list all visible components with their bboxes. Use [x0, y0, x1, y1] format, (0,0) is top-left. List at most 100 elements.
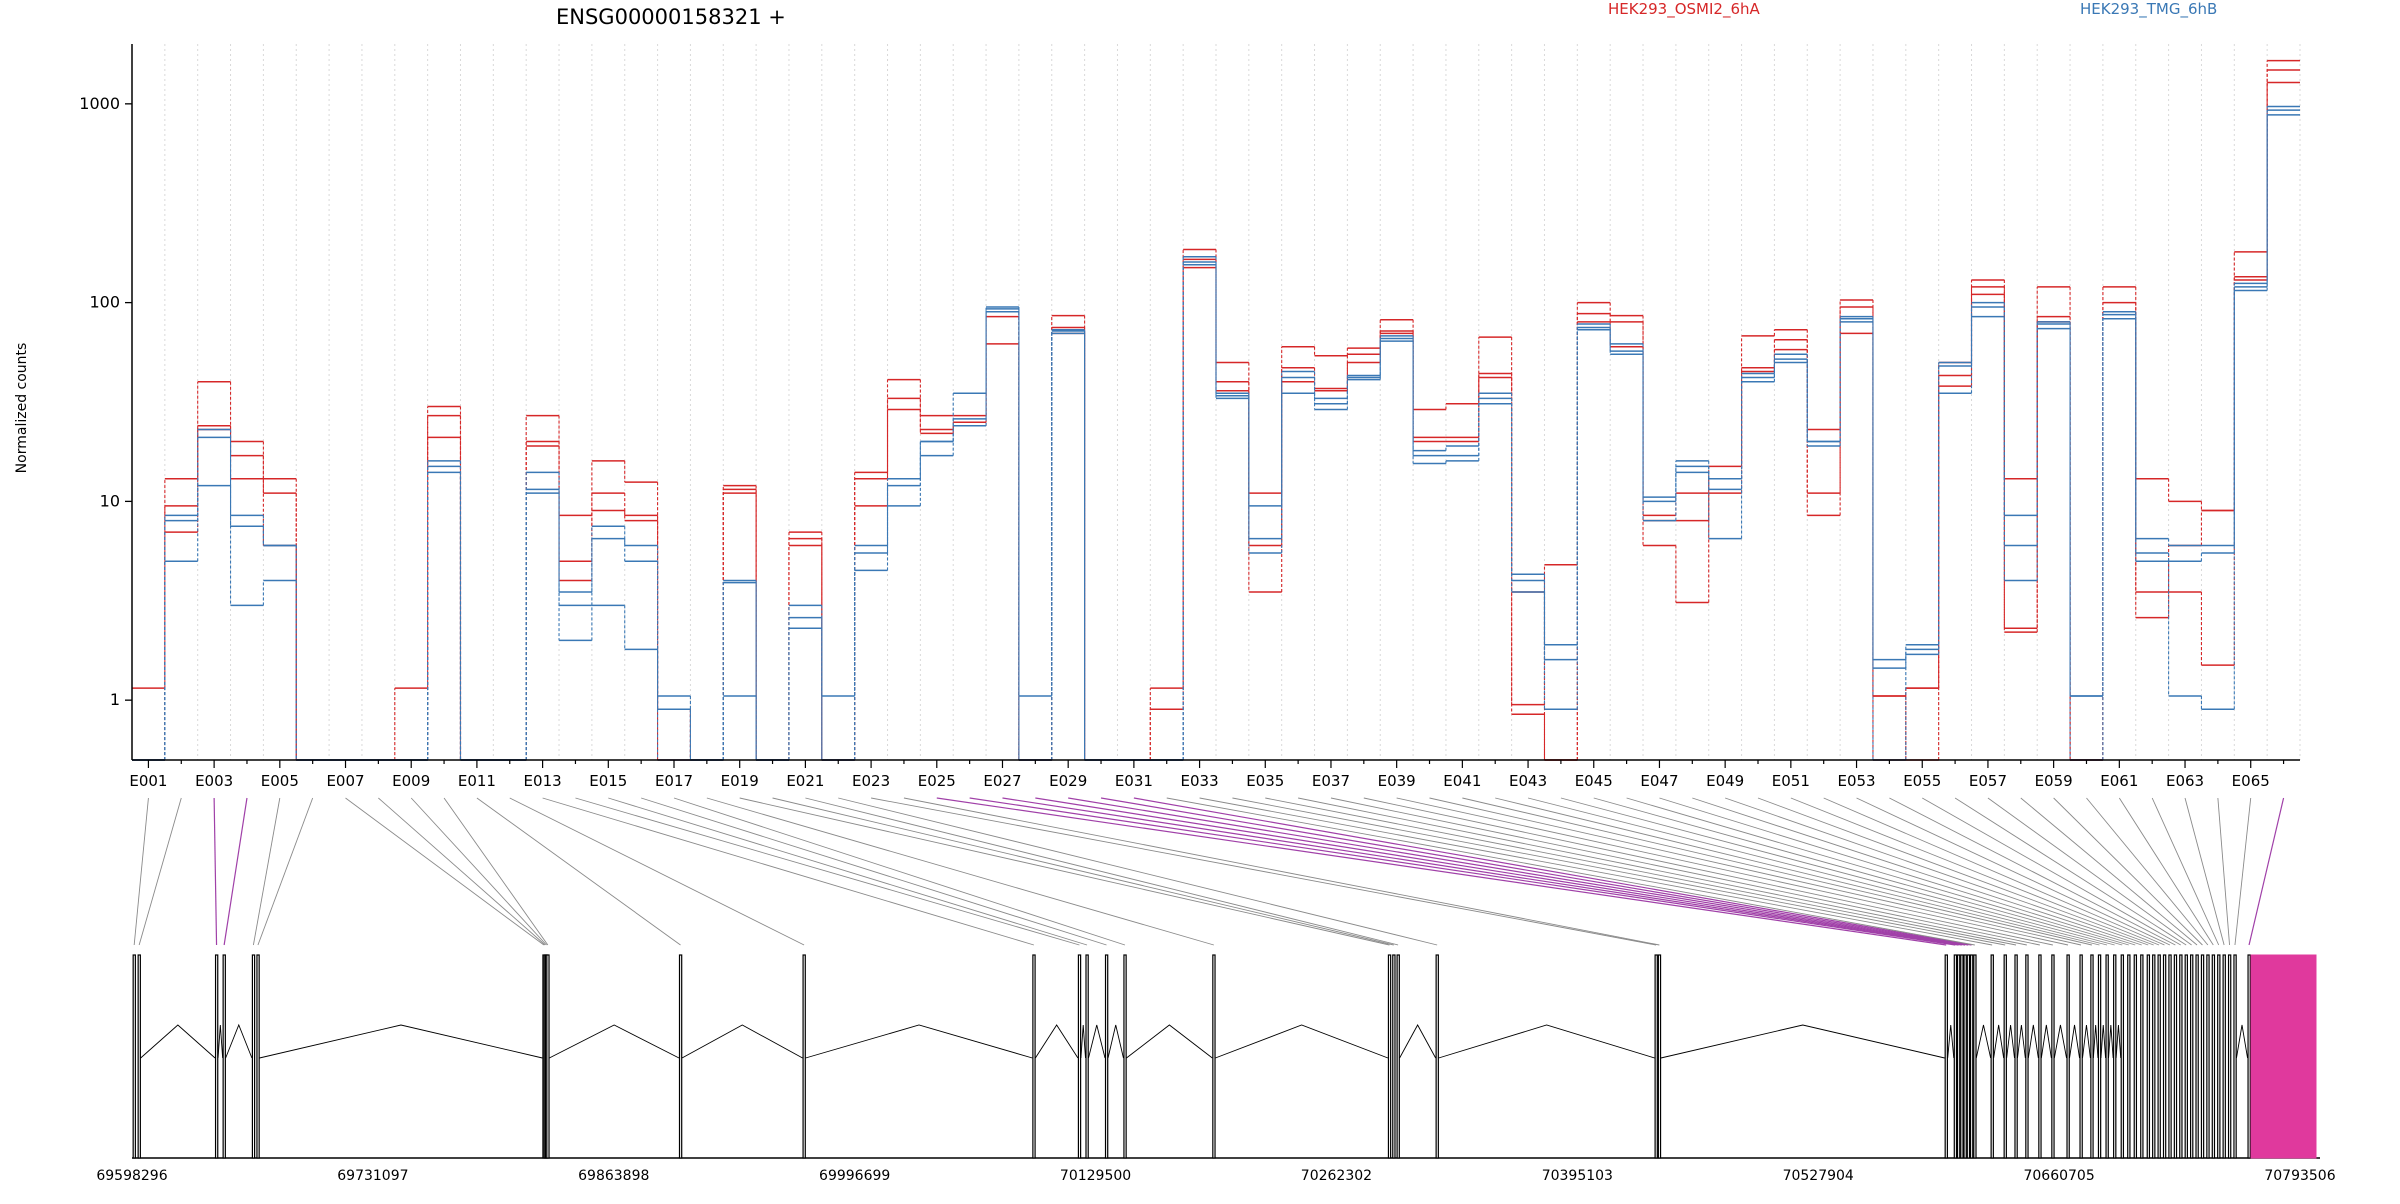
legend-entry-tmg: HEK293_TMG_6hB — [2080, 0, 2217, 19]
exon-box — [2217, 954, 2221, 1159]
exon-box — [2140, 954, 2144, 1159]
exon-connector — [1856, 797, 2171, 946]
exon-connector — [2118, 797, 2214, 946]
x-tick-label: E003 — [195, 772, 233, 790]
highlighted-exon — [2250, 954, 2317, 1159]
exon-box — [2173, 954, 2178, 1159]
exon-connector — [1954, 797, 2187, 946]
exon-box — [2014, 954, 2018, 1159]
intron-line — [1107, 1024, 1124, 1059]
x-tick-label: E001 — [129, 772, 167, 790]
y-tick-label: 1000 — [79, 94, 120, 113]
x-tick-label: E025 — [918, 772, 956, 790]
exon-box — [2222, 954, 2226, 1159]
exon-box — [1966, 954, 1971, 1159]
x-tick-label: E051 — [1772, 772, 1810, 790]
genomic-tick-label: 70527904 — [1783, 1168, 1854, 1184]
x-tick-label: E035 — [1246, 772, 1284, 790]
intron-line — [1660, 1024, 1945, 1059]
exon-connector — [1396, 797, 2069, 946]
intron-line — [681, 1024, 803, 1059]
intron-line — [2017, 1024, 2026, 1059]
exon-box — [1960, 954, 1964, 1159]
exon-connector — [805, 797, 1399, 946]
genomic-tick-label: 69863898 — [578, 1168, 649, 1184]
exon-connector — [673, 797, 1126, 946]
exon-box — [2157, 954, 2161, 1159]
intron-line — [1126, 1024, 1213, 1059]
exon-box — [1969, 954, 1974, 1159]
exon-box — [1387, 954, 1392, 1159]
intron-line — [2040, 1024, 2052, 1059]
exon-connector — [252, 797, 281, 946]
exon-connector — [476, 797, 681, 946]
exon-box — [2120, 954, 2125, 1159]
exon-connector — [2217, 797, 2230, 946]
exon-box — [2038, 954, 2042, 1159]
exon-connector — [2053, 797, 2203, 946]
genomic-tick-label: 70793506 — [2264, 1168, 2335, 1184]
intron-line — [805, 1024, 1033, 1059]
intron-line — [549, 1024, 680, 1059]
exon-box — [2247, 954, 2251, 1159]
exon-connector — [1495, 797, 2100, 946]
exon-connector — [1035, 797, 1962, 946]
exon-box — [1032, 954, 1036, 1159]
exon-box — [1435, 954, 1439, 1159]
exon-connector — [1199, 797, 1993, 946]
exon-box — [1396, 954, 1400, 1159]
y-tick-label: 10 — [100, 491, 120, 510]
exon-box — [1654, 954, 1658, 1159]
x-tick-label: E021 — [786, 772, 824, 790]
exon-box — [2003, 954, 2007, 1159]
exon-connector — [1363, 797, 2053, 946]
exon-connector — [608, 797, 1088, 946]
exon-connector — [1659, 797, 2136, 946]
exon-connector — [213, 797, 218, 946]
exon-box — [1077, 954, 1082, 1159]
exon-connector — [1823, 797, 2165, 946]
intron-line — [1035, 1024, 1079, 1059]
series-line — [132, 114, 2300, 761]
exon-box — [251, 954, 256, 1159]
intron-line — [2236, 1024, 2248, 1059]
x-tick-label: E049 — [1706, 772, 1744, 790]
exon-connector — [1133, 797, 1972, 946]
exon-connector — [969, 797, 1956, 946]
genomic-tick-label: 69731097 — [337, 1168, 408, 1184]
exon-box — [2090, 954, 2094, 1159]
intron-line — [1399, 1024, 1437, 1059]
x-tick-label: E065 — [2232, 772, 2270, 790]
grid — [131, 44, 2301, 760]
intron-line — [1993, 1024, 2005, 1059]
exon-connector — [1298, 797, 2027, 946]
x-tick-label: E005 — [261, 772, 299, 790]
intron-line — [2108, 1024, 2114, 1059]
genomic-tick-label: 69598296 — [96, 1168, 167, 1184]
exon-connector — [1987, 797, 2192, 946]
exon-connector — [772, 797, 1394, 946]
exon-box — [2179, 954, 2183, 1159]
intron-line — [2069, 1024, 2080, 1059]
exon-connector — [1429, 797, 2082, 946]
exon-connector — [1100, 797, 1969, 946]
exon-connector — [1922, 797, 2181, 946]
x-tick-label: E011 — [458, 772, 496, 790]
exon-connector — [936, 797, 1947, 946]
exon-box — [2168, 954, 2172, 1159]
exon-box — [1953, 954, 1958, 1159]
exon-connector — [1527, 797, 2108, 946]
x-tick-label: E029 — [1049, 772, 1087, 790]
exon-box — [802, 954, 806, 1159]
intron-line — [2053, 1024, 2067, 1059]
exon-box — [2233, 954, 2237, 1159]
x-tick-label: E031 — [1115, 772, 1153, 790]
exon-connector — [739, 797, 1390, 946]
exon-connector — [2151, 797, 2220, 946]
exon-box — [1956, 954, 1961, 1159]
exon-connector — [1790, 797, 2160, 946]
exon-connector — [1593, 797, 2123, 946]
y-tick-label: 1 — [110, 690, 120, 709]
genomic-tick-label: 70262302 — [1301, 1168, 1372, 1184]
exon-connector — [1166, 797, 1975, 946]
